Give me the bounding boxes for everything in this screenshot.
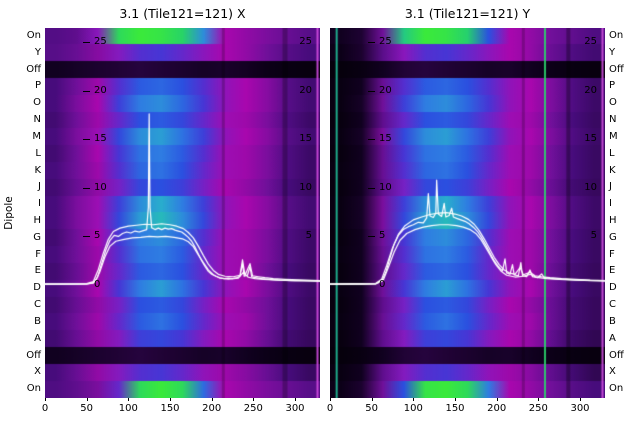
- x-tick-label: 250: [528, 403, 548, 414]
- x-tick-mark: [330, 398, 331, 401]
- x-tick-mark: [538, 398, 540, 401]
- dipole-row-label: On: [609, 383, 624, 395]
- dipole-row-label: D: [33, 282, 41, 294]
- x-tick-mark: [455, 398, 456, 401]
- x-tick-label: 200: [202, 403, 222, 414]
- dipole-row-label: D: [609, 282, 617, 294]
- dipole-row-label: A: [609, 332, 616, 344]
- dipole-row-label: X: [34, 366, 41, 378]
- dipole-row-label: B: [34, 315, 41, 327]
- heatmap-panel-y: [330, 28, 605, 398]
- dipole-row-label: Off: [609, 349, 624, 361]
- dipole-row-label: Y: [609, 46, 616, 58]
- dipole-row-label: B: [609, 315, 616, 327]
- x-tick-label: 0: [41, 403, 49, 414]
- x-tick-label: 50: [365, 403, 379, 414]
- dipole-row-label: On: [26, 30, 41, 41]
- dipole-row-label: E: [609, 265, 616, 277]
- x-tick-label: 0: [326, 403, 334, 414]
- dipole-row-label: G: [33, 231, 41, 243]
- dipole-row-label: On: [26, 383, 41, 395]
- x-tick-mark: [170, 398, 171, 401]
- dipole-row-label: K: [34, 164, 41, 176]
- x-tick-label: 50: [80, 403, 94, 414]
- dipole-row-label: N: [33, 114, 41, 126]
- x-tick-label: 100: [118, 403, 138, 414]
- x-tick-mark: [45, 398, 46, 401]
- panel-title-y: 3.1 (Tile121=121) Y: [404, 6, 531, 21]
- panel-title-x: 3.1 (Tile121=121) X: [119, 6, 246, 21]
- dipole-row-label: N: [609, 114, 617, 126]
- dipole-row-label: X: [609, 366, 616, 378]
- dipole-row-label: P: [34, 80, 41, 92]
- x-tick-mark: [496, 398, 498, 401]
- dipole-row-label: O: [609, 97, 617, 109]
- dipole-row-label: A: [34, 332, 41, 344]
- x-tick-mark: [295, 398, 296, 401]
- dipole-row-label: I: [38, 198, 41, 210]
- dipole-row-label: On: [609, 30, 624, 41]
- dipole-row-label: Off: [26, 349, 41, 361]
- x-tick-mark: [413, 398, 415, 401]
- dipole-labels-left: On Y Off P O N M L K J I H G F E D C B A Off X On: [0, 28, 41, 398]
- dipole-row-label: I: [609, 198, 612, 210]
- dipole-row-label: L: [35, 147, 41, 159]
- x-tick-mark: [86, 398, 88, 401]
- x-tick-label: 300: [570, 403, 590, 414]
- dipole-row-label: Off: [26, 63, 41, 75]
- dipole-row-label: H: [33, 215, 41, 226]
- dipole-row-label: L: [609, 147, 615, 159]
- dipole-row-label: C: [609, 299, 616, 311]
- dipole-row-label: M: [32, 130, 41, 142]
- dipole-row-label: G: [609, 231, 617, 243]
- dipole-row-label: H: [609, 215, 617, 226]
- dipole-row-label: O: [33, 97, 41, 109]
- x-tick-label: 200: [487, 403, 507, 414]
- dipole-row-label: J: [38, 181, 41, 193]
- dipole-row-label: J: [609, 181, 612, 193]
- dipole-row-label: C: [34, 299, 41, 311]
- x-tick-label: 150: [160, 403, 180, 414]
- dipole-row-label: F: [609, 248, 615, 260]
- dipole-row-label: P: [609, 80, 616, 92]
- dipole-row-label: F: [35, 248, 41, 260]
- dipole-labels-right: On Y Off P O N M L K J I H G F E D C B A Off X On: [609, 28, 640, 398]
- dipole-row-label: E: [34, 265, 41, 277]
- x-tick-mark: [128, 398, 130, 401]
- x-tick-mark: [371, 398, 373, 401]
- dipole-row-label: K: [609, 164, 616, 176]
- x-tick-label: 300: [285, 403, 305, 414]
- x-tick-label: 100: [403, 403, 423, 414]
- dipole-row-label: M: [609, 130, 618, 142]
- heatmap-panel-x: [45, 28, 320, 398]
- dipole-row-label: Off: [609, 63, 624, 75]
- x-tick-mark: [580, 398, 581, 401]
- dipole-row-label: Y: [34, 46, 41, 58]
- x-tick-mark: [211, 398, 213, 401]
- x-tick-mark: [253, 398, 255, 401]
- x-tick-label: 150: [445, 403, 465, 414]
- x-tick-label: 250: [243, 403, 263, 414]
